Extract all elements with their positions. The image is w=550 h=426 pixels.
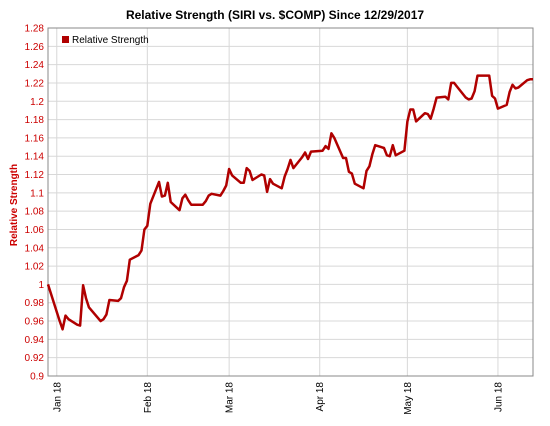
x-tick-label: Feb 18 xyxy=(143,382,154,414)
y-tick-label: 0.98 xyxy=(25,298,45,309)
y-tick-label: 1.16 xyxy=(25,133,45,144)
y-tick-label: 1.08 xyxy=(25,207,45,218)
y-tick-label: 1.12 xyxy=(25,170,45,181)
plot-frame xyxy=(47,27,534,377)
legend-label-relative-strength: Relative Strength xyxy=(72,35,149,46)
y-tick-label: 0.9 xyxy=(30,372,44,383)
y-tick-label: 1.06 xyxy=(25,225,45,236)
y-tick-label: 1.28 xyxy=(25,24,45,35)
legend: Relative Strength xyxy=(62,35,149,46)
y-tick-label: 1.1 xyxy=(30,188,44,199)
x-tick-label: Apr 18 xyxy=(315,382,326,412)
y-tick-label: 1 xyxy=(38,280,44,291)
y-tick-label: 0.92 xyxy=(25,353,45,364)
y-tick-label: 1.18 xyxy=(25,115,45,126)
y-tick-label: 1.14 xyxy=(25,152,45,163)
chart-title: Relative Strength (SIRI vs. $COMP) Since… xyxy=(125,8,425,22)
y-tick-label: 1.22 xyxy=(25,78,45,89)
y-tick-label: 1.2 xyxy=(30,97,44,108)
y-tick-label: 0.96 xyxy=(25,317,45,328)
y-axis-label: Relative Strength xyxy=(9,164,20,246)
x-axis-ticks: Jan 18 Feb 18 Mar 18 Apr 18 May 18 Jun 18 xyxy=(52,382,504,415)
y-tick-label: 1.02 xyxy=(25,262,45,273)
series-layer xyxy=(46,74,533,331)
series-line-relative-strength xyxy=(46,74,533,331)
x-tick-label: Mar 18 xyxy=(225,382,236,414)
x-tick-label: Jun 18 xyxy=(493,382,504,412)
x-tick-label: Jan 18 xyxy=(52,382,63,412)
y-tick-label: 0.94 xyxy=(25,335,45,346)
legend-swatch-relative-strength xyxy=(62,36,69,43)
x-tick-label: May 18 xyxy=(403,382,414,415)
y-axis-ticks: 0.9 0.92 0.94 0.96 0.98 1 1.02 1.04 1.06 1.08 1.1 1… xyxy=(25,24,45,383)
y-tick-label: 1.04 xyxy=(25,243,45,254)
y-tick-label: 1.26 xyxy=(25,42,45,53)
y-tick-label: 1.24 xyxy=(25,60,45,71)
grid-layer xyxy=(48,27,533,377)
